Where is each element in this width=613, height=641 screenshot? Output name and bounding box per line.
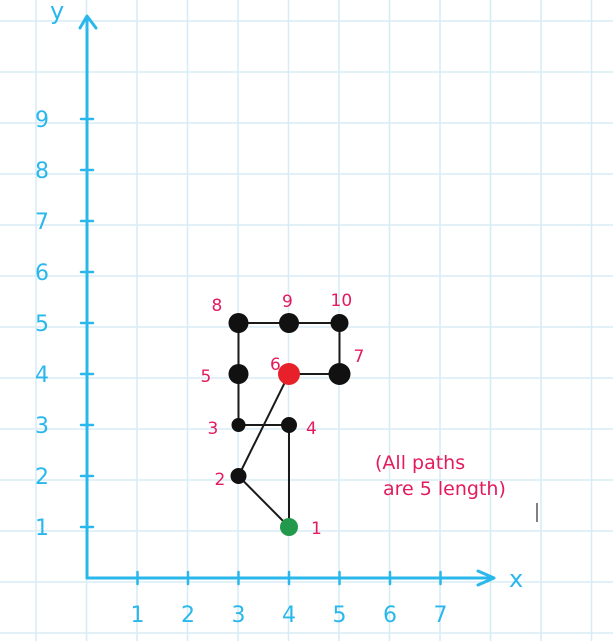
graph-nodes: [228, 313, 351, 536]
annotation-line-1: (All paths: [375, 452, 465, 474]
x-tick-label: 3: [232, 603, 246, 628]
x-tick-label: 7: [434, 603, 448, 628]
y-tick-label: 1: [35, 516, 49, 541]
x-axis-ticks: 1 2 3 4 5 6 7: [131, 570, 448, 628]
x-tick-label: 6: [383, 603, 397, 628]
graph-node-5: [228, 364, 249, 384]
graph-node-9: [279, 313, 299, 333]
y-axis-arrowhead: [78, 14, 98, 30]
graph-node-8: [228, 313, 249, 333]
graph-node-labels: 1 2 3 4 5 6 7 8 9 10: [201, 291, 365, 539]
y-tick-label: 5: [35, 312, 49, 337]
y-tick-label: 7: [35, 210, 49, 235]
node-label-3: 3: [208, 419, 219, 439]
x-tick-label: 2: [181, 603, 195, 628]
x-tick-label: 5: [333, 603, 347, 628]
graph-edge: [237, 475, 290, 528]
node-label-5: 5: [201, 367, 212, 387]
graph-node-7: [328, 363, 351, 385]
y-tick-label: 8: [35, 159, 49, 184]
node-label-7: 7: [354, 347, 365, 367]
y-tick-label: 6: [35, 261, 49, 286]
y-tick-label: 2: [35, 465, 49, 490]
y-tick-label: 4: [35, 363, 49, 388]
y-tick-label: 3: [35, 414, 49, 439]
node-label-6: 6: [270, 355, 281, 375]
y-axis-name: y: [50, 0, 64, 25]
y-tick-label: 9: [35, 108, 49, 133]
graph-node-10: [330, 314, 349, 332]
x-axis-name: x: [509, 565, 523, 593]
node-label-1: 1: [311, 519, 322, 539]
x-tick-label: 4: [282, 603, 296, 628]
axes: x y 1 2 3 4 5 6 7 1 2 3 4 5 6 7 8 9: [35, 0, 523, 628]
graph-node-3: [231, 418, 246, 432]
annotation-line-2: are 5 length): [383, 478, 506, 500]
graph-node-4: [281, 417, 297, 433]
node-label-2: 2: [215, 470, 226, 490]
graph-node-6: [278, 363, 300, 385]
node-label-9: 9: [282, 292, 293, 312]
x-tick-label: 1: [131, 603, 145, 628]
node-label-8: 8: [212, 296, 223, 316]
y-axis-ticks: 1 2 3 4 5 6 7 8 9: [35, 108, 95, 541]
graph-node-1: [280, 518, 298, 536]
node-label-10: 10: [331, 291, 353, 311]
x-axis-arrowhead: [476, 569, 496, 587]
node-label-4: 4: [306, 419, 317, 439]
graph-node-2: [230, 468, 247, 484]
annotation-note: (All paths are 5 length): [375, 452, 538, 522]
